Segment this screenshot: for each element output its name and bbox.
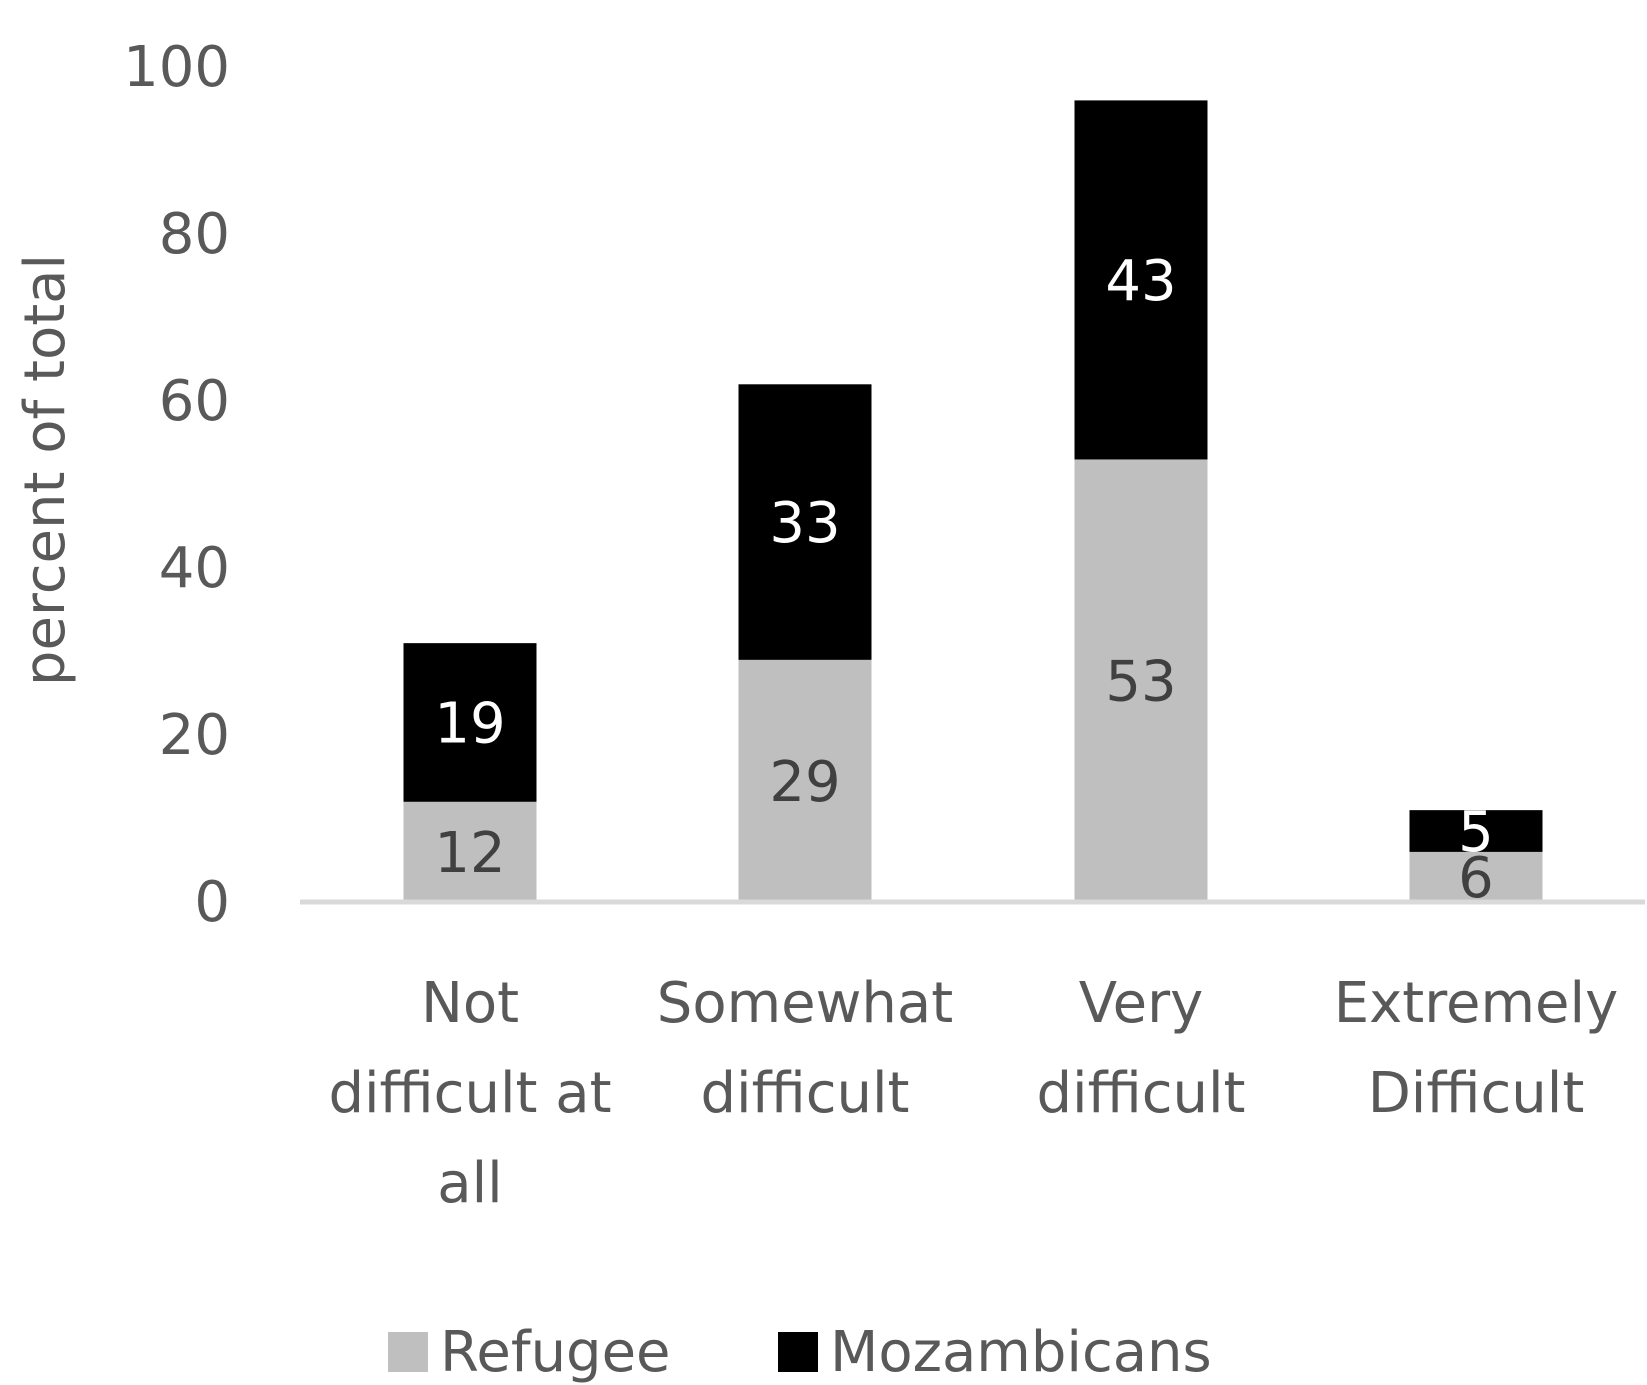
data-label-mozambicans-1: 33 bbox=[769, 491, 840, 556]
bar-refugee-1 bbox=[738, 659, 872, 902]
x-tick-label: difficult at bbox=[328, 1061, 611, 1126]
data-label-refugee-2: 53 bbox=[1105, 650, 1176, 715]
x-tick-label: Not bbox=[421, 971, 519, 1036]
legend-swatch-refugee bbox=[388, 1332, 428, 1372]
x-tick-label: Somewhat bbox=[657, 971, 953, 1036]
bar-mozambicans-2 bbox=[1074, 100, 1208, 460]
x-tick-label: Very bbox=[1079, 971, 1204, 1036]
x-tick-label: difficult bbox=[1036, 1061, 1245, 1126]
data-label-refugee-0: 12 bbox=[434, 821, 505, 886]
y-tick-label: 80 bbox=[159, 202, 230, 267]
x-tick-label: all bbox=[437, 1151, 502, 1216]
x-tick-label: difficult bbox=[700, 1061, 909, 1126]
y-tick-label: 60 bbox=[159, 369, 230, 434]
x-axis-ticks: Not difficult at all Somewhat difficult Very d… bbox=[328, 971, 1618, 1216]
y-tick-label: 100 bbox=[123, 35, 230, 100]
x-tick-label: Extremely bbox=[1334, 971, 1618, 1036]
y-axis-label: percent of total bbox=[13, 254, 78, 686]
data-label-mozambicans-0: 19 bbox=[434, 691, 505, 756]
data-label-mozambicans-2: 43 bbox=[1105, 249, 1176, 314]
legend: Refugee Mozambicans bbox=[388, 1320, 1212, 1385]
data-label-refugee-1: 29 bbox=[769, 750, 840, 815]
legend-label-refugee: Refugee bbox=[440, 1320, 671, 1385]
y-tick-label: 20 bbox=[159, 703, 230, 768]
y-axis-ticks: 0 20 40 60 80 100 bbox=[123, 35, 230, 935]
y-tick-label: 40 bbox=[159, 536, 230, 601]
bar-mozambicans-1 bbox=[738, 384, 872, 660]
data-label-refugee-3: 6 bbox=[1458, 846, 1494, 911]
y-tick-label: 0 bbox=[194, 870, 230, 935]
bar-refugee-3 bbox=[1409, 851, 1543, 902]
bar-refugee-2 bbox=[1074, 459, 1208, 902]
legend-label-mozambicans: Mozambicans bbox=[830, 1320, 1212, 1385]
bar-refugee-0 bbox=[403, 801, 537, 902]
x-tick-label: Difficult bbox=[1368, 1061, 1585, 1126]
bar-data-labels: 12 19 29 33 53 43 65 bbox=[434, 249, 1493, 911]
bar-mozambicans-3 bbox=[1409, 810, 1543, 852]
data-label-mozambicans-3: 5 bbox=[1458, 800, 1494, 865]
bar-mozambicans-0 bbox=[403, 643, 537, 802]
bars bbox=[403, 100, 1543, 902]
legend-swatch-mozambicans bbox=[778, 1332, 818, 1372]
